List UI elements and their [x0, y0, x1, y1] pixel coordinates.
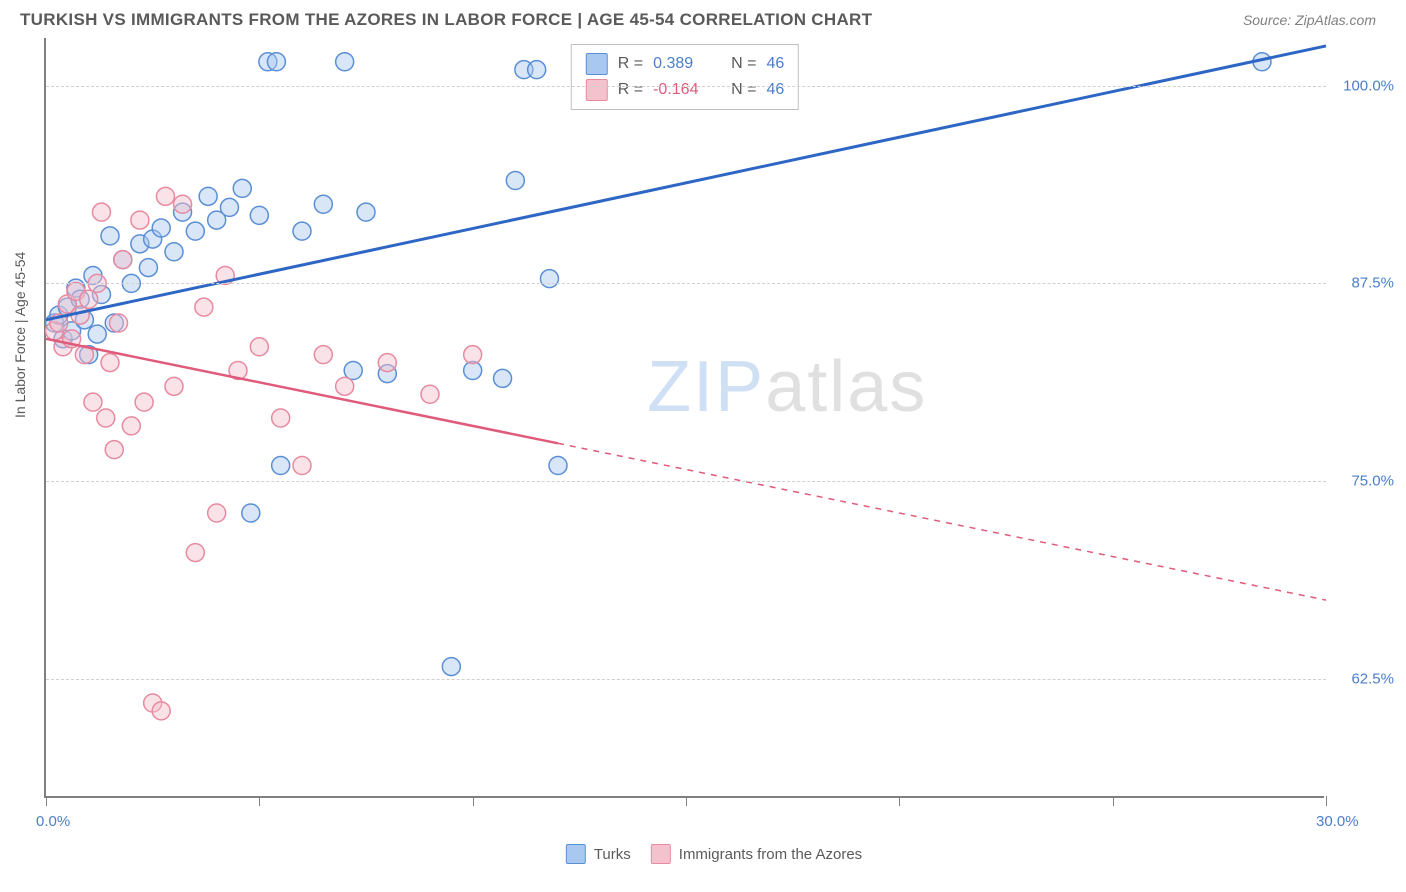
- y-tick-label: 87.5%: [1351, 275, 1394, 292]
- n-label: N =: [731, 81, 756, 99]
- data-point: [101, 354, 119, 372]
- data-point: [165, 243, 183, 261]
- data-point: [549, 457, 567, 475]
- legend-label-turks: Turks: [594, 846, 631, 863]
- data-point: [242, 504, 260, 522]
- data-point: [293, 222, 311, 240]
- correlation-legend: R = 0.389 N = 46 R = -0.164 N = 46: [571, 44, 799, 110]
- data-point: [186, 222, 204, 240]
- x-tick: [473, 796, 474, 806]
- data-point: [135, 393, 153, 411]
- data-point: [165, 377, 183, 395]
- data-point: [336, 53, 354, 71]
- plot-area: ZIPatlas R = 0.389 N = 46 R = -0.164 N =…: [44, 38, 1324, 798]
- data-point: [378, 354, 396, 372]
- data-point: [233, 179, 251, 197]
- data-point: [250, 338, 268, 356]
- data-point: [272, 409, 290, 427]
- data-point: [314, 346, 332, 364]
- legend-swatch-turks-icon: [566, 844, 586, 864]
- r-value-turks: 0.389: [653, 55, 713, 73]
- trend-line-dashed: [558, 443, 1326, 600]
- data-point: [442, 658, 460, 676]
- legend-swatch-turks: [586, 53, 608, 75]
- data-point: [272, 457, 290, 475]
- data-point: [80, 290, 98, 308]
- data-point: [97, 409, 115, 427]
- data-point: [131, 211, 149, 229]
- y-tick-label: 62.5%: [1351, 671, 1394, 688]
- n-value-turks: 46: [766, 55, 784, 73]
- chart-source: Source: ZipAtlas.com: [1243, 12, 1376, 28]
- data-point: [208, 504, 226, 522]
- x-tick: [259, 796, 260, 806]
- x-tick: [1113, 796, 1114, 806]
- data-point: [421, 385, 439, 403]
- legend-swatch-azores-icon: [651, 844, 671, 864]
- n-value-azores: 46: [766, 81, 784, 99]
- r-value-azores: -0.164: [653, 81, 713, 99]
- gridline-h: [46, 679, 1326, 680]
- x-tick: [899, 796, 900, 806]
- y-tick-label: 100.0%: [1343, 77, 1394, 94]
- data-point: [195, 298, 213, 316]
- data-point: [199, 187, 217, 205]
- x-tick: [1326, 796, 1327, 806]
- y-tick-label: 75.0%: [1351, 473, 1394, 490]
- n-label: N =: [731, 55, 756, 73]
- data-point: [101, 227, 119, 245]
- data-point: [314, 195, 332, 213]
- legend-label-azores: Immigrants from the Azores: [679, 846, 862, 863]
- data-point: [357, 203, 375, 221]
- data-point: [88, 325, 106, 343]
- data-point: [139, 259, 157, 277]
- chart-container: In Labor Force | Age 45-54 ZIPatlas R = …: [44, 38, 1384, 828]
- data-point: [105, 441, 123, 459]
- gridline-h: [46, 86, 1326, 87]
- data-point: [464, 346, 482, 364]
- data-point: [344, 362, 362, 380]
- data-point: [494, 369, 512, 387]
- data-point: [250, 206, 268, 224]
- data-point: [114, 251, 132, 269]
- series-legend: Turks Immigrants from the Azores: [566, 844, 862, 864]
- data-point: [506, 172, 524, 190]
- data-point: [122, 417, 140, 435]
- data-point: [220, 198, 238, 216]
- x-tick-label: 30.0%: [1316, 813, 1359, 830]
- data-point: [152, 702, 170, 720]
- data-point: [528, 61, 546, 79]
- y-axis-label: In Labor Force | Age 45-54: [12, 252, 28, 418]
- gridline-h: [46, 283, 1326, 284]
- legend-item-azores: Immigrants from the Azores: [651, 844, 862, 864]
- x-tick: [46, 796, 47, 806]
- data-point: [152, 219, 170, 237]
- data-point: [336, 377, 354, 395]
- correlation-legend-row-azores: R = -0.164 N = 46: [586, 77, 784, 103]
- data-point: [84, 393, 102, 411]
- legend-swatch-azores: [586, 79, 608, 101]
- data-point: [267, 53, 285, 71]
- data-point: [293, 457, 311, 475]
- x-tick: [686, 796, 687, 806]
- data-point: [110, 314, 128, 332]
- x-tick-label: 0.0%: [36, 813, 70, 830]
- r-label: R =: [618, 55, 643, 73]
- data-point: [174, 195, 192, 213]
- data-point: [186, 544, 204, 562]
- r-label: R =: [618, 81, 643, 99]
- gridline-h: [46, 481, 1326, 482]
- chart-header: TURKISH VS IMMIGRANTS FROM THE AZORES IN…: [0, 0, 1406, 38]
- legend-item-turks: Turks: [566, 844, 631, 864]
- data-point: [156, 187, 174, 205]
- data-point: [540, 270, 558, 288]
- chart-title: TURKISH VS IMMIGRANTS FROM THE AZORES IN…: [20, 10, 872, 30]
- chart-svg: [46, 38, 1326, 798]
- data-point: [92, 203, 110, 221]
- correlation-legend-row-turks: R = 0.389 N = 46: [586, 51, 784, 77]
